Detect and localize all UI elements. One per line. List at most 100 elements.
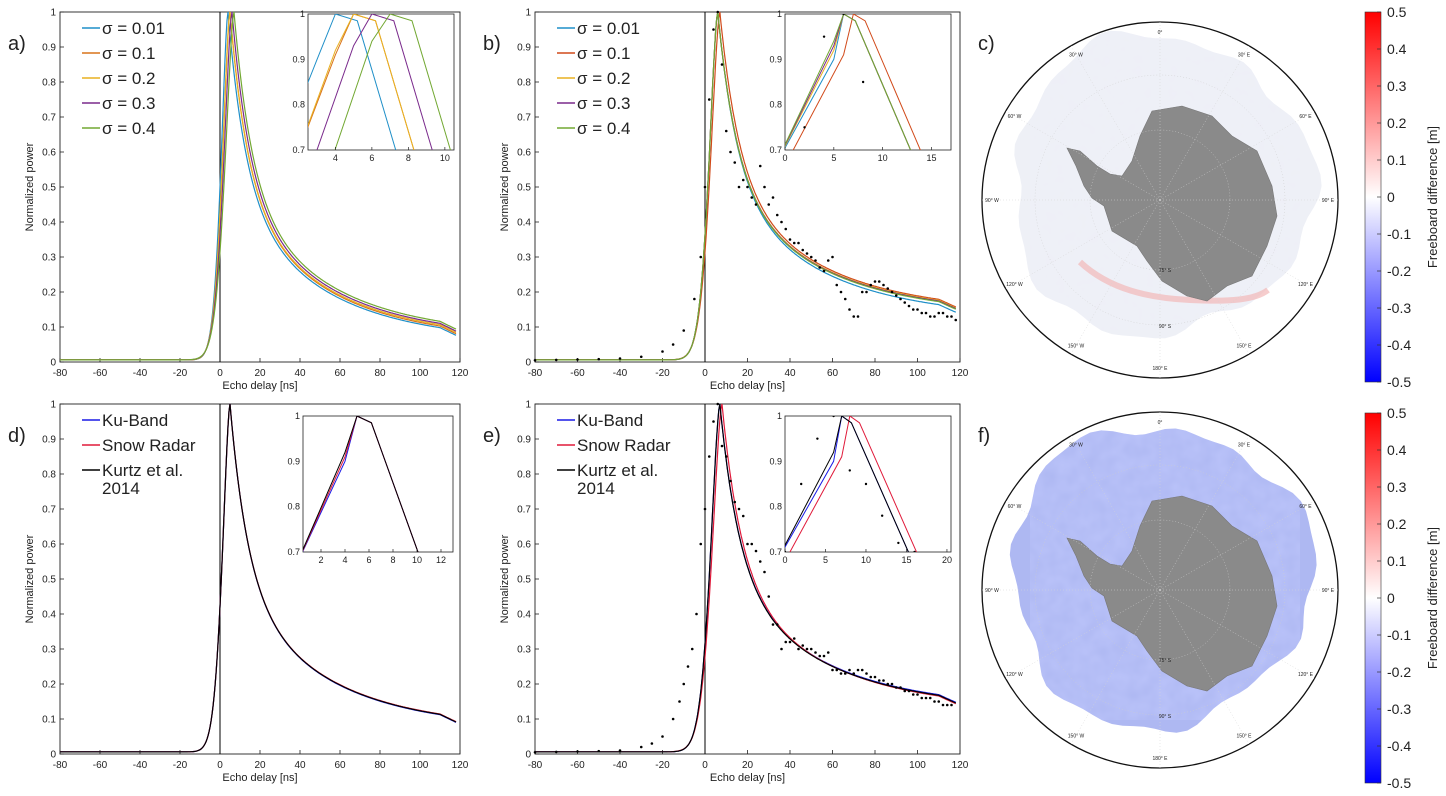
observed-point	[835, 283, 839, 287]
y-tick-label: 1	[525, 8, 531, 19]
inset-observed-point	[832, 416, 835, 418]
x-axis-label: Echo delay [ns]	[710, 380, 785, 392]
map-graticule: 0° 30° E 60° E 90° E 120° E 150° E 180° E 150° …	[982, 22, 1338, 378]
inset-x-tick-label: 10	[861, 555, 871, 565]
inset-x-tick-label: 4	[333, 153, 338, 163]
observed-point	[801, 248, 805, 252]
x-tick-label: -80	[528, 760, 543, 771]
latitude-label: 90° S	[1159, 714, 1172, 720]
observed-point	[818, 654, 822, 658]
inset-y-tick-label: 1	[777, 9, 782, 19]
observed-point	[928, 696, 932, 700]
observed-point	[873, 675, 877, 679]
legend-entry-4: σ = 0.4	[102, 119, 156, 138]
observed-point	[805, 252, 809, 255]
longitude-label: 120° E	[1298, 282, 1314, 288]
longitude-label: 60° E	[1299, 504, 1312, 510]
observed-point	[741, 178, 745, 182]
observed-point	[848, 308, 851, 311]
observed-point	[678, 700, 681, 703]
inset-series-line-0	[308, 14, 397, 150]
observed-point	[792, 241, 796, 245]
observed-point	[792, 637, 796, 640]
observed-point	[618, 357, 622, 360]
observed-point	[941, 703, 945, 707]
x-tick-label: -20	[173, 368, 188, 379]
observed-point	[729, 479, 732, 483]
observed-point	[903, 689, 907, 693]
observed-point	[784, 227, 788, 231]
observed-point	[682, 329, 686, 332]
inset-series-line-3	[316, 14, 433, 150]
inset-series-line-2	[303, 416, 419, 552]
y-axis-label: Normalized power	[499, 142, 511, 231]
observed-point	[775, 213, 779, 217]
y-axis-label: Normalized power	[24, 142, 36, 231]
observed-point	[920, 311, 924, 315]
observed-point	[767, 595, 771, 598]
x-tick-label: -80	[53, 760, 68, 771]
inset-zoom: 0 5 10 15 20 0.7 0.8 0.9 1	[769, 411, 952, 565]
observed-point	[848, 668, 851, 672]
inset-x-tick-label: 20	[942, 555, 952, 565]
observed-point	[852, 315, 856, 318]
inset-y-tick-label: 1	[295, 411, 300, 421]
inset-y-tick-label: 0.8	[287, 502, 300, 512]
x-tick-label: -40	[133, 760, 148, 771]
inset-y-tick-label: 1	[777, 411, 782, 421]
longitude-label: 120° W	[1006, 672, 1023, 678]
y-tick-label: 0.3	[42, 253, 56, 264]
x-tick-label: 60	[334, 760, 346, 771]
legend-entry-2: Kurtz et al.	[102, 461, 183, 480]
observed-point	[720, 444, 724, 448]
x-tick-label: -60	[93, 760, 108, 771]
series-line-4	[60, 11, 457, 361]
observed-point	[826, 259, 830, 262]
longitude-label: 30° W	[1069, 53, 1083, 59]
y-tick-label: 0.3	[517, 253, 531, 264]
observed-point	[661, 735, 664, 738]
chart-panel-d: -80 -60 -40 -20 0 20 40 60 80 100 120 0 0.1 0.2 0.3 0.4…	[24, 400, 469, 785]
x-tick-label: 0	[702, 368, 708, 379]
y-tick-label: 0.5	[517, 183, 531, 194]
inset-series-line-1	[789, 416, 918, 552]
observed-point	[671, 717, 675, 721]
y-tick-label: 0	[525, 358, 531, 369]
inset-observed-point	[880, 514, 884, 517]
observed-point	[763, 570, 766, 574]
colorbar-tick-label: 0.1	[1387, 553, 1407, 569]
inset-observed-point	[816, 437, 819, 440]
observed-point	[920, 696, 924, 700]
inset-observed-point	[897, 541, 900, 545]
observed-point	[860, 290, 864, 294]
colorbar-tick-label: -0.2	[1387, 263, 1411, 279]
chart-panel-b: -80 -60 -40 -20 0 20 40 60 80 100 12000.10.20.30.4…	[499, 8, 969, 393]
inset-zoom: 4 6 8 10 0.7 0.8 0.9 1	[292, 9, 455, 163]
inset-y-tick-label: 0.9	[769, 456, 782, 466]
legend-entry-2: σ = 0.2	[577, 69, 631, 88]
x-tick-label: 40	[294, 760, 306, 771]
chart-panel-a: -80 -60 -40 -20 0 20 40 60 80 100 120 0 0.1 0.2 0.3 0.4…	[24, 8, 469, 393]
observed-point	[886, 682, 890, 686]
y-tick-label: 0.2	[517, 288, 531, 299]
x-tick-label: 40	[784, 760, 796, 771]
observed-point	[750, 196, 754, 199]
x-tick-label: 80	[869, 368, 881, 379]
colorbar-tick-label: 0.5	[1387, 4, 1407, 20]
x-tick-label: 40	[784, 368, 796, 379]
observed-point	[737, 185, 741, 189]
inset-x-tick-label: 0	[782, 555, 787, 565]
longitude-label: 150° W	[1068, 733, 1085, 739]
observed-point	[805, 647, 809, 651]
observed-point	[814, 259, 817, 262]
y-tick-label: 0.4	[42, 610, 56, 621]
map-panel-c: 0° 30° E 60° E 90° E 120° E 150° E 180° E 150° …	[981, 21, 1339, 379]
map-graticule: 0° 30° E 60° E 90° E 120° E 150° E 180° E 150° …	[982, 412, 1338, 768]
colorbar-tick-label: 0	[1387, 590, 1395, 606]
latitude-circle	[1034, 464, 1286, 716]
y-tick-label: 0.2	[42, 288, 56, 299]
colorbar-tick-label: 0.5	[1387, 405, 1407, 421]
inset-y-tick-label: 0.9	[769, 54, 782, 64]
observed-point	[843, 297, 847, 301]
